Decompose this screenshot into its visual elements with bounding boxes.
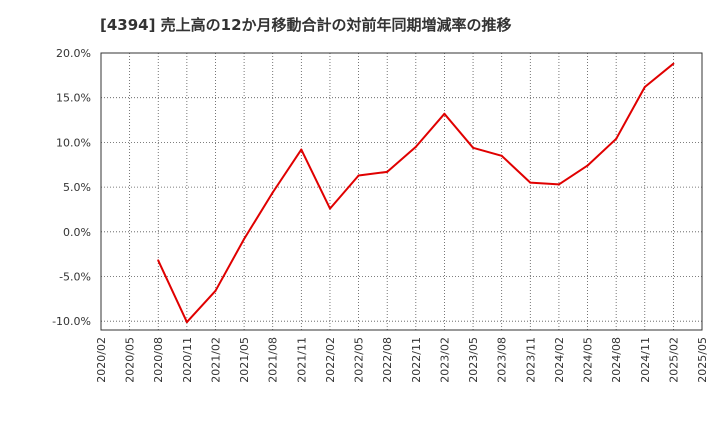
x-tick-label: 2022/02 bbox=[324, 337, 337, 383]
y-tick-label: 15.0% bbox=[56, 92, 91, 105]
x-tick-label: 2021/11 bbox=[295, 337, 308, 383]
y-tick-label: 5.0% bbox=[63, 181, 91, 194]
data-point bbox=[586, 164, 589, 167]
x-tick-label: 2025/05 bbox=[696, 337, 709, 383]
x-tick-label: 2024/02 bbox=[553, 337, 566, 383]
x-tick-label: 2022/08 bbox=[381, 337, 394, 383]
data-point bbox=[357, 174, 360, 177]
data-point bbox=[443, 112, 446, 115]
x-tick-label: 2024/11 bbox=[639, 337, 652, 383]
x-tick-label: 2020/02 bbox=[95, 337, 108, 383]
data-point bbox=[472, 146, 475, 149]
y-tick-label: 20.0% bbox=[56, 47, 91, 60]
data-point bbox=[672, 62, 675, 65]
x-tick-label: 2025/02 bbox=[667, 337, 680, 383]
chart-title: [4394] 売上高の12か月移動合計の対前年同期増減率の推移 bbox=[100, 16, 512, 34]
data-point bbox=[243, 238, 246, 240]
data-point bbox=[185, 321, 188, 324]
x-tick-label: 2020/11 bbox=[181, 337, 194, 383]
series-group bbox=[157, 62, 675, 324]
data-point bbox=[271, 191, 274, 194]
data-point bbox=[157, 259, 160, 262]
data-point bbox=[214, 289, 217, 292]
x-tick-label: 2022/11 bbox=[410, 337, 423, 383]
data-point bbox=[500, 154, 503, 157]
data-point bbox=[529, 181, 532, 184]
x-tick-label: 2021/02 bbox=[209, 337, 222, 383]
x-tick-label: 2023/02 bbox=[438, 337, 451, 383]
grid-lines bbox=[101, 53, 702, 330]
data-point bbox=[300, 148, 303, 151]
x-tick-label: 2023/11 bbox=[524, 337, 537, 383]
data-point bbox=[557, 183, 560, 186]
data-point bbox=[615, 137, 618, 140]
x-tick-label: 2023/05 bbox=[467, 337, 480, 383]
x-tick-label: 2022/05 bbox=[353, 337, 366, 383]
y-tick-label: 0.0% bbox=[63, 226, 91, 239]
x-tick-labels: 2020/02 2020/05 2020/08 2020/11 2021/02 2021/… bbox=[95, 337, 709, 383]
y-tick-label: -5.0% bbox=[59, 271, 91, 284]
x-tick-label: 2020/05 bbox=[124, 337, 137, 383]
x-tick-label: 2020/08 bbox=[152, 337, 165, 383]
x-tick-label: 2021/08 bbox=[267, 337, 280, 383]
x-tick-label: 2021/05 bbox=[238, 337, 251, 383]
y-tick-labels: 20.0% 15.0% 10.0% 5.0% 0.0% -5.0% -10.0% bbox=[52, 47, 91, 328]
data-point bbox=[414, 145, 417, 148]
x-tick-label: 2023/08 bbox=[496, 337, 509, 383]
y-tick-label: -10.0% bbox=[52, 315, 91, 328]
x-tick-label: 2024/05 bbox=[582, 337, 595, 383]
series-line bbox=[157, 62, 675, 324]
data-point bbox=[329, 207, 331, 210]
data-point bbox=[386, 170, 389, 173]
data-point bbox=[643, 86, 646, 88]
y-tick-label: 10.0% bbox=[56, 136, 91, 149]
x-tick-label: 2024/08 bbox=[610, 337, 623, 383]
plot-frame bbox=[100, 52, 703, 331]
